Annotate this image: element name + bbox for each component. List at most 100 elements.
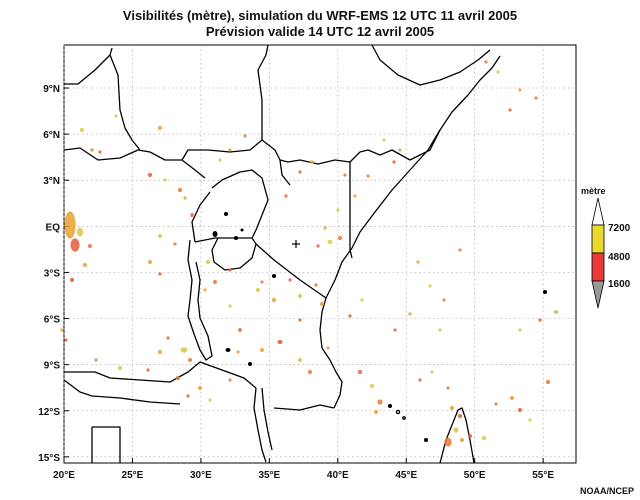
islet	[224, 212, 228, 216]
lat-tick-label: 9°S	[44, 361, 61, 372]
visibility-patch	[212, 279, 218, 285]
visibility-patch	[382, 138, 386, 142]
visibility-patch	[298, 170, 302, 174]
visibility-patch	[117, 365, 123, 371]
visibility-patch	[228, 378, 232, 382]
islet	[234, 236, 238, 240]
visibility-patch	[183, 196, 187, 200]
visibility-patch	[360, 298, 364, 302]
map-title-line1: Visibilités (mètre), simulation du WRF-E…	[122, 8, 518, 23]
visibility-patch	[158, 272, 162, 276]
visibility-patch	[357, 369, 363, 375]
visibility-patch	[528, 418, 532, 422]
map-frame	[63, 44, 577, 464]
legend-level-label: 1600	[608, 279, 631, 290]
visibility-patch	[197, 385, 203, 391]
visibility-patch	[218, 158, 222, 162]
visibility-patch	[430, 370, 434, 374]
visibility-patch	[180, 347, 188, 353]
legend-title: mètre	[581, 186, 606, 196]
credit-label: NOAA/NCEP	[579, 486, 634, 496]
lat-tick-label: EQ	[46, 222, 61, 233]
lat-tick-label: 3°S	[44, 268, 61, 279]
visibility-patch	[90, 148, 94, 152]
visibility-patch	[398, 148, 402, 152]
visibility-patch	[553, 310, 559, 314]
legend-level-label: 4800	[608, 252, 631, 263]
visibility-patch	[336, 208, 340, 212]
visibility-patch	[157, 125, 163, 131]
visibility-patch	[259, 347, 265, 353]
visibility-patch	[319, 301, 325, 307]
visibility-patch	[418, 378, 422, 382]
visibility-patch	[316, 244, 320, 248]
lat-tick-label: 6°N	[43, 130, 60, 141]
lon-tick-label: 55°E	[532, 470, 554, 481]
visibility-patch	[453, 427, 459, 433]
visibility-patch	[343, 173, 347, 177]
visibility-patch	[298, 318, 302, 322]
visibility-patch	[186, 394, 190, 398]
visibility-patch	[449, 405, 455, 411]
visibility-patch	[228, 148, 232, 152]
legend-labels: 7200 4800 1600	[608, 223, 631, 290]
visibility-patch	[163, 178, 167, 182]
visibility-patch	[416, 260, 420, 264]
visibility-patch	[369, 383, 375, 389]
visibility-patch	[173, 242, 177, 246]
visibility-patch	[237, 327, 243, 333]
visibility-patch	[353, 194, 357, 198]
visibility-patch	[255, 287, 261, 293]
lat-tick-label: 15°S	[38, 453, 60, 464]
coastlines-borders	[63, 44, 501, 464]
visibility-patch	[494, 402, 498, 406]
visibility-patch	[297, 293, 303, 299]
visibility-patch	[408, 312, 412, 316]
visibility-patch	[518, 88, 522, 92]
visibility-patch	[509, 395, 515, 401]
visibility-patch	[314, 283, 318, 287]
lat-tick-label: 6°S	[44, 315, 61, 326]
axis-labels: 20°E 25°E 30°E 35°E 40°E 45°E 50°E 55°E 9°N 6°N 3°…	[38, 84, 554, 481]
visibility-patch	[393, 328, 397, 332]
visibility-patch	[444, 437, 452, 447]
visibility-patch	[277, 339, 283, 345]
visibility-patch	[82, 262, 88, 268]
visibility-patch	[288, 278, 292, 282]
visibility-patch	[458, 248, 462, 252]
visibility-patch	[518, 328, 522, 332]
visibility-patch	[428, 284, 432, 288]
visibility-patch	[309, 160, 315, 164]
visibility-patch	[70, 238, 80, 252]
location-marker	[292, 240, 300, 248]
visibility-patch	[323, 226, 327, 230]
visibility-patch	[271, 297, 277, 303]
visibility-patch	[175, 375, 181, 381]
visibility-patches	[60, 60, 559, 447]
visibility-patch	[64, 211, 76, 239]
visibility-patch	[190, 212, 194, 218]
visibility-patch	[481, 435, 487, 441]
visibility-patch	[205, 259, 211, 265]
visibility-patch	[307, 369, 313, 375]
lat-tick-label: 12°S	[38, 407, 60, 418]
lon-tick-label: 45°E	[395, 470, 417, 481]
lon-tick-label: 40°E	[327, 470, 349, 481]
visibility-patch	[114, 114, 118, 118]
visibility-patch	[496, 70, 500, 74]
visibility-patch	[203, 288, 207, 292]
visibility-patch	[236, 350, 240, 354]
visibility-patch	[284, 194, 288, 198]
lat-tick-label: 3°N	[43, 176, 60, 187]
islet	[272, 274, 276, 278]
visibility-patch	[326, 346, 330, 350]
visibility-patch	[98, 150, 102, 154]
visibility-patch	[187, 357, 193, 363]
visibility-patch	[177, 187, 183, 193]
islet	[388, 404, 392, 408]
visibility-patch	[337, 235, 343, 241]
visibility-patch	[442, 298, 446, 302]
islet	[225, 348, 231, 352]
visibility-patch	[147, 259, 153, 265]
